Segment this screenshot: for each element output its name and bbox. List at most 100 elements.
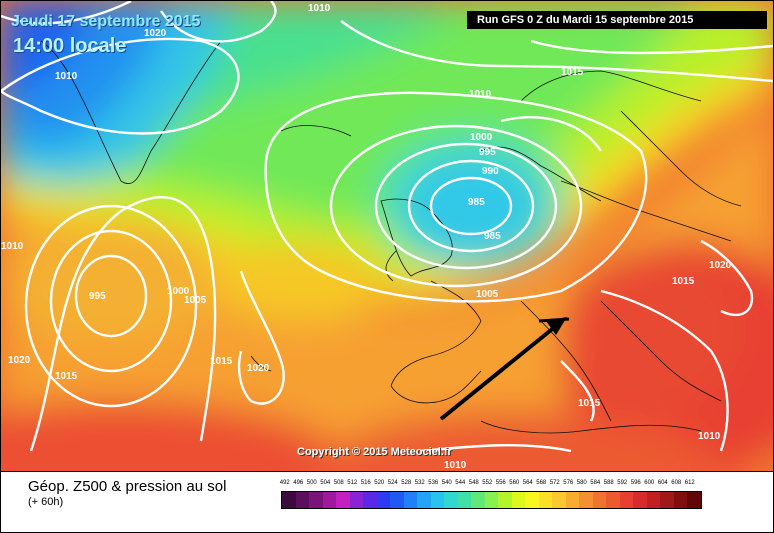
- color-scale-bar: [281, 491, 702, 509]
- scale-swatch: [552, 492, 566, 508]
- scale-swatch: [322, 492, 336, 508]
- isobar-labels: 1010 1020 1010 1015 1010 1000 995 990 98…: [1, 3, 732, 471]
- isobars: [1, 1, 773, 453]
- scale-label: 600: [644, 480, 655, 486]
- isobar-label: 1020: [247, 363, 270, 374]
- scale-swatch: [565, 492, 579, 508]
- scale-label: 560: [509, 480, 520, 486]
- scale-swatch: [687, 492, 701, 508]
- color-scale-labels: 492 496 500 504 508 512 516 520 524 528 532 536 540 5…: [278, 480, 697, 490]
- isobar-label: 985: [484, 231, 501, 242]
- scale-swatch: [633, 492, 647, 508]
- isobar-label: 1000: [167, 286, 190, 297]
- scale-swatch: [390, 492, 404, 508]
- isobar-label: 1000: [470, 132, 493, 143]
- scale-label: 496: [293, 480, 304, 486]
- valid-date: Jeudi 17 septembre 2015: [11, 13, 201, 30]
- coastlines: [40, 40, 742, 434]
- isobar-label: 1010: [469, 89, 492, 100]
- scale-label: 564: [522, 480, 533, 486]
- scale-swatch: [309, 492, 323, 508]
- scale-swatch: [430, 492, 444, 508]
- scale-swatch: [498, 492, 512, 508]
- product-title: Géop. Z500 & pression au sol: [28, 478, 227, 495]
- scale-swatch: [282, 492, 296, 508]
- scale-swatch: [646, 492, 660, 508]
- scale-swatch: [349, 492, 363, 508]
- isobar-label: 985: [468, 197, 485, 208]
- scale-swatch: [606, 492, 620, 508]
- scale-label: 536: [428, 480, 439, 486]
- valid-time: 14:00 locale: [13, 35, 127, 57]
- scale-label: 592: [617, 480, 628, 486]
- scale-swatch: [376, 492, 390, 508]
- scale-label: 500: [306, 480, 317, 486]
- scale-label: 608: [671, 480, 682, 486]
- scale-swatch: [417, 492, 431, 508]
- scale-label: 512: [347, 480, 358, 486]
- scale-swatch: [484, 492, 498, 508]
- isobar-label: 995: [89, 291, 106, 302]
- isobar-label: 1015: [210, 356, 233, 367]
- scale-swatch: [673, 492, 687, 508]
- scale-label: 612: [684, 480, 695, 486]
- scale-label: 572: [549, 480, 560, 486]
- isobar-label: 1010: [55, 71, 78, 82]
- scale-label: 524: [387, 480, 398, 486]
- scale-swatch: [403, 492, 417, 508]
- scale-swatch: [363, 492, 377, 508]
- scale-label: 508: [333, 480, 344, 486]
- model-run-label: Run GFS 0 Z du Mardi 15 septembre 2015: [467, 11, 767, 29]
- isobar-label: 1015: [561, 67, 584, 78]
- scale-label: 584: [590, 480, 601, 486]
- isobar-label: 1015: [55, 371, 78, 382]
- scale-label: 520: [374, 480, 385, 486]
- isobar-label: 1005: [184, 295, 207, 306]
- scale-label: 516: [360, 480, 371, 486]
- forecast-lead-time: (+ 60h): [28, 496, 64, 508]
- scale-label: 492: [279, 480, 290, 486]
- scale-label: 532: [414, 480, 425, 486]
- scale-swatch: [457, 492, 471, 508]
- scale-label: 576: [563, 480, 574, 486]
- legend-panel: Géop. Z500 & pression au sol (+ 60h) 492…: [0, 472, 774, 533]
- scale-label: 580: [576, 480, 587, 486]
- isobar-label: 1010: [698, 431, 721, 442]
- isobar-label: 990: [482, 166, 499, 177]
- scale-swatch: [471, 492, 485, 508]
- scale-swatch: [295, 492, 309, 508]
- copyright-text: Copyright © 2015 Meteociel.fr: [297, 446, 452, 458]
- map-panel: 1010 1020 1010 1015 1010 1000 995 990 98…: [0, 0, 774, 472]
- scale-label: 604: [657, 480, 668, 486]
- scale-swatch: [444, 492, 458, 508]
- scale-label: 528: [401, 480, 412, 486]
- scale-swatch: [511, 492, 525, 508]
- scale-label: 556: [495, 480, 506, 486]
- isobar-label: 1010: [1, 241, 24, 252]
- isobar-label: 1010: [308, 3, 331, 14]
- isobar-label: 1020: [8, 355, 31, 366]
- scale-label: 540: [441, 480, 452, 486]
- scale-label: 548: [468, 480, 479, 486]
- scale-swatch: [660, 492, 674, 508]
- scale-label: 552: [482, 480, 493, 486]
- scale-swatch: [592, 492, 606, 508]
- isobar-label: 1005: [476, 289, 499, 300]
- scale-label: 504: [320, 480, 331, 486]
- scale-swatch: [579, 492, 593, 508]
- scale-label: 596: [630, 480, 641, 486]
- scale-label: 568: [536, 480, 547, 486]
- isobar-label: 995: [479, 147, 496, 158]
- scale-swatch: [619, 492, 633, 508]
- isobar-label: 1010: [444, 460, 467, 471]
- annotation-arrow: [439, 317, 570, 421]
- isobar-label: 1020: [144, 28, 167, 39]
- isobar-label: 1020: [709, 260, 732, 271]
- scale-swatch: [336, 492, 350, 508]
- scale-swatch: [525, 492, 539, 508]
- scale-swatch: [538, 492, 552, 508]
- isobar-label: 1015: [672, 276, 695, 287]
- scale-label: 544: [455, 480, 466, 486]
- map-svg: 1010 1020 1010 1015 1010 1000 995 990 98…: [1, 1, 773, 471]
